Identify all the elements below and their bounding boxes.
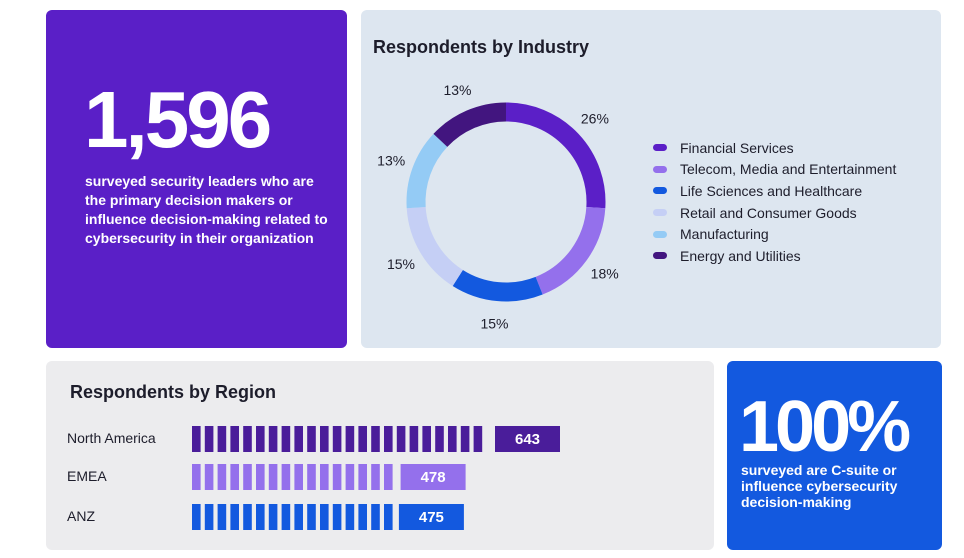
- legend-label: Manufacturing: [680, 226, 769, 243]
- region-bar-value: 643: [515, 431, 540, 448]
- region-chart-card: Respondents by Region North America EMEA…: [46, 361, 714, 550]
- donut-slice: [452, 269, 543, 302]
- respondent-count: 1,596: [84, 75, 272, 164]
- legend-item: Retail and Consumer Goods: [653, 202, 896, 224]
- industry-donut-chart: 26% 18% 15% 15% 13% 13%: [377, 82, 619, 332]
- legend-label: Telecom, Media and Entertainment: [680, 161, 897, 178]
- donut-slice: [535, 206, 606, 295]
- legend-swatch: [653, 230, 667, 238]
- legend-item: Energy and Utilities: [653, 245, 896, 267]
- legend-swatch: [653, 165, 667, 173]
- csuite-card: 100% surveyed are C-suite or influence c…: [727, 361, 942, 550]
- legend-swatch: [653, 144, 667, 152]
- industry-chart-title: Respondents by Industry: [373, 37, 590, 57]
- legend-label: Energy and Utilities: [680, 247, 801, 264]
- donut-slice: [505, 102, 606, 209]
- region-bar-value: 478: [421, 469, 446, 486]
- donut-slice: [433, 102, 507, 148]
- legend-label: Retail and Consumer Goods: [680, 204, 857, 221]
- donut-slice-label: 13%: [377, 153, 405, 169]
- legend-item: Financial Services: [653, 137, 896, 159]
- legend-item: Life Sciences and Healthcare: [653, 180, 896, 202]
- legend-label: Financial Services: [680, 139, 794, 156]
- donut-slice-label: 15%: [387, 256, 415, 272]
- region-chart-title: Respondents by Region: [70, 382, 277, 402]
- region-label: ANZ: [67, 508, 95, 524]
- region-bar-value: 475: [419, 509, 444, 526]
- region-label: North America: [67, 430, 156, 446]
- donut-slice-label: 26%: [581, 111, 609, 127]
- region-label: EMEA: [67, 468, 107, 484]
- region-bar-chart: 643 478 475: [192, 426, 560, 530]
- csuite-percentage: 100%: [739, 387, 911, 467]
- region-bar: [192, 464, 466, 490]
- industry-legend: Financial Services Telecom, Media and Ent…: [653, 137, 896, 267]
- donut-slice-label: 15%: [480, 316, 508, 332]
- donut-slice-label: 18%: [591, 266, 619, 282]
- legend-swatch: [653, 209, 667, 217]
- donut-slice-label: 13%: [443, 82, 471, 98]
- legend-swatch: [653, 187, 667, 195]
- legend-item: Manufacturing: [653, 223, 896, 245]
- region-bar: [192, 504, 464, 530]
- region-bar: [192, 426, 560, 452]
- industry-chart-card: Respondents by Industry 26% 18% 15% 15% 13% 1…: [361, 10, 941, 348]
- respondent-count-card: 1,596 surveyed security leaders who are …: [46, 10, 347, 348]
- donut-slice: [406, 206, 464, 287]
- respondent-count-description: surveyed security leaders who are the pr…: [85, 173, 328, 246]
- donut-slice: [406, 133, 448, 209]
- legend-swatch: [653, 252, 667, 260]
- csuite-description: surveyed are C-suite or influence cybers…: [741, 462, 898, 510]
- legend-item: Telecom, Media and Entertainment: [653, 159, 896, 181]
- legend-label: Life Sciences and Healthcare: [680, 182, 863, 199]
